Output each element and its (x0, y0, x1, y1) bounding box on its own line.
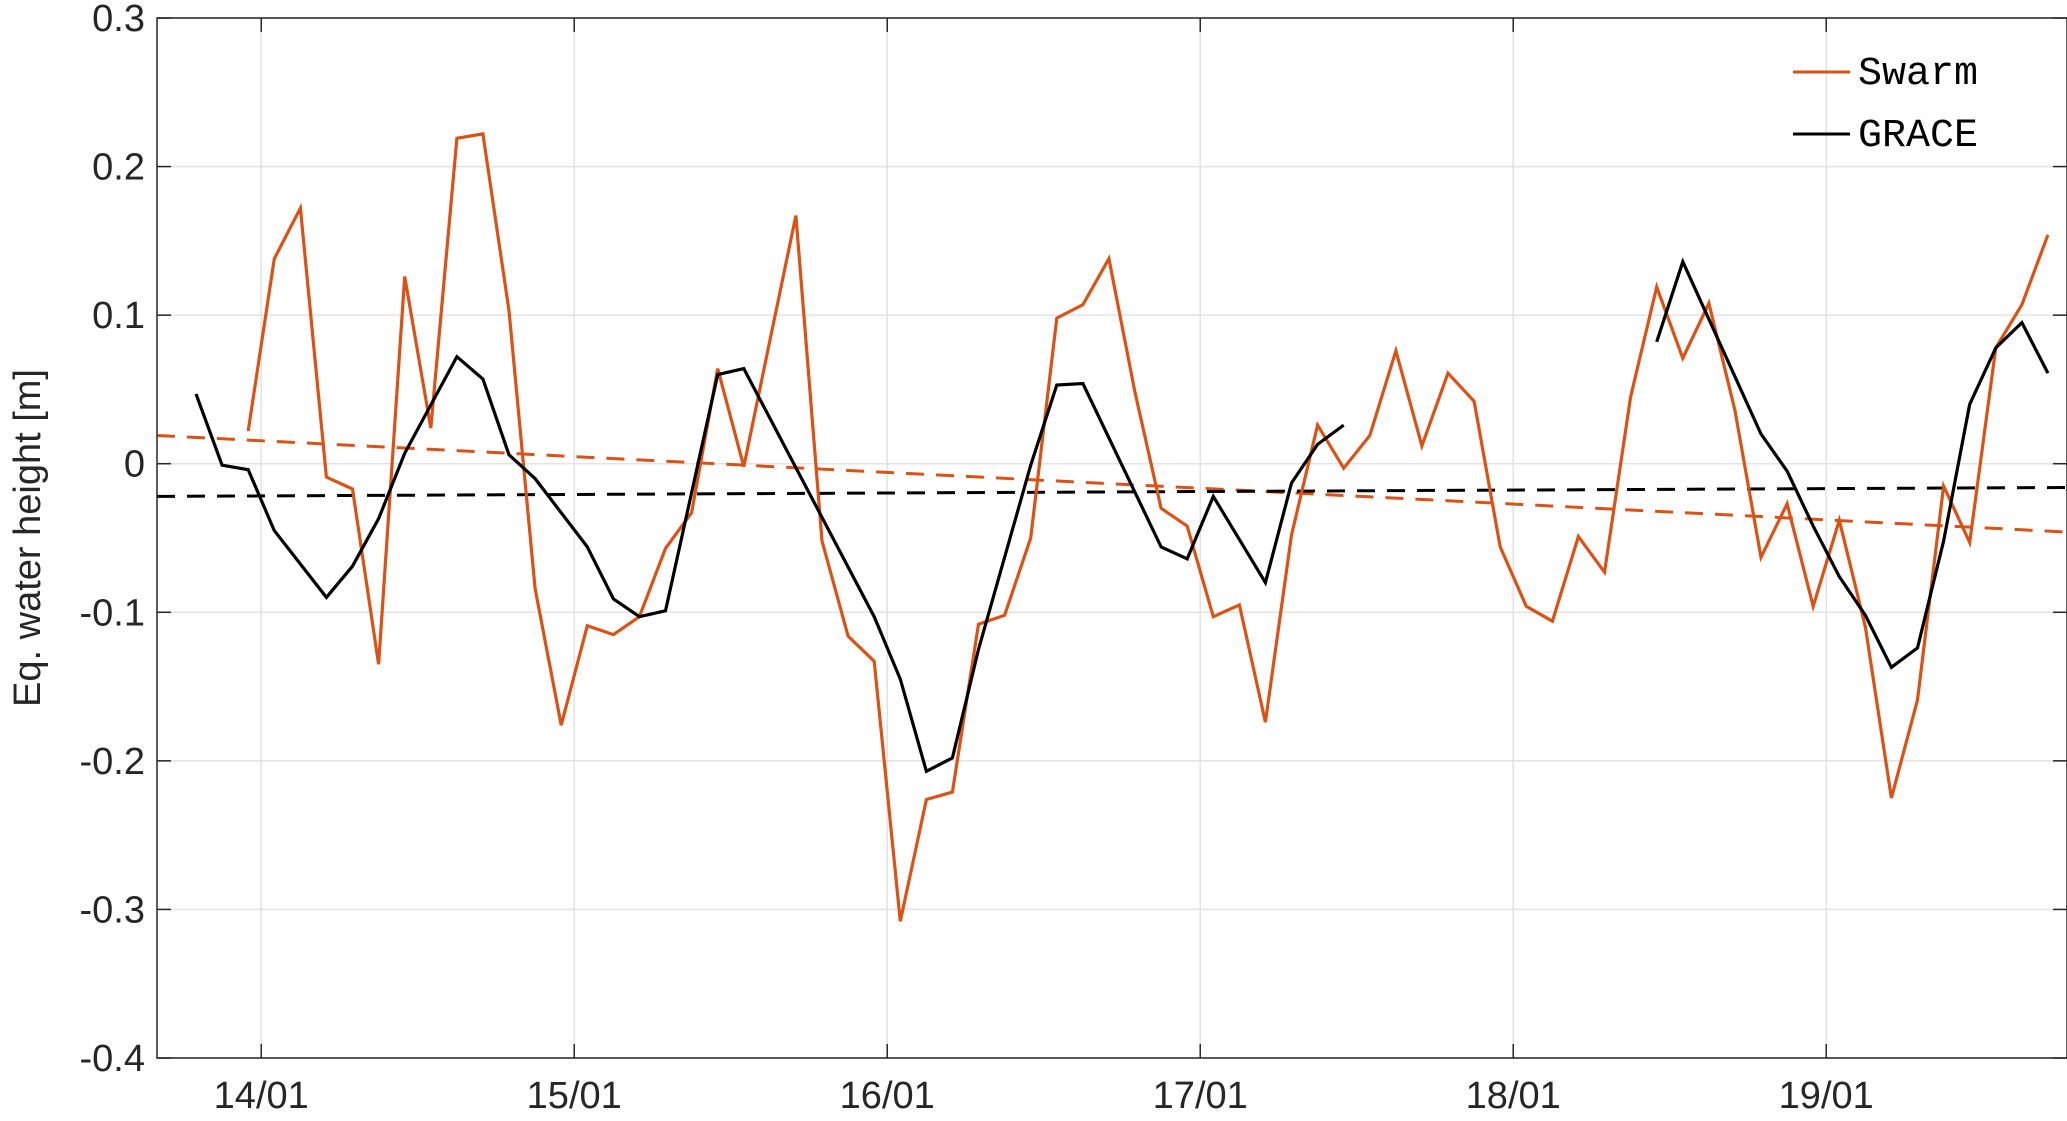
legend-swarm-label: Swarm (1858, 52, 1978, 97)
x-tick-label: 19/01 (1779, 1075, 1874, 1117)
x-tick-label: 18/01 (1466, 1075, 1561, 1117)
x-tick-label: 15/01 (527, 1075, 622, 1117)
grid (157, 17, 2067, 1059)
x-tick-label: 14/01 (214, 1075, 309, 1117)
swarm-trend-line (156, 433, 2067, 534)
y-tick-label: -0.4 (80, 1038, 145, 1080)
grace-series-line (194, 257, 2050, 774)
y-tick-label: -0.3 (80, 889, 145, 931)
axes: 0.3 0.2 0.1 0 -0.1 -0.2 -0.3 -0.4 14/01 15/01 16/0… (80, 0, 2067, 1117)
y-tick-label: 0 (124, 444, 145, 486)
legend-grace-label: GRACE (1858, 114, 1978, 159)
legend: Swarm GRACE (1793, 52, 1978, 159)
y-tick-label: 0.1 (92, 295, 145, 337)
y-tick-label: 0.2 (92, 147, 145, 189)
plot-frame (156, 17, 2067, 1059)
x-tick-label: 17/01 (1153, 1075, 1248, 1117)
y-tick-label: 0.3 (92, 0, 145, 40)
y-tick-label: -0.2 (80, 741, 145, 783)
x-tick-label: 16/01 (840, 1075, 935, 1117)
y-axis-label: Eq. water height [m] (7, 369, 49, 707)
grace-trend-line (156, 485, 2067, 498)
swarm-series-line (246, 132, 2050, 922)
y-tick-label: -0.1 (80, 592, 145, 634)
series-lines (194, 132, 2050, 922)
